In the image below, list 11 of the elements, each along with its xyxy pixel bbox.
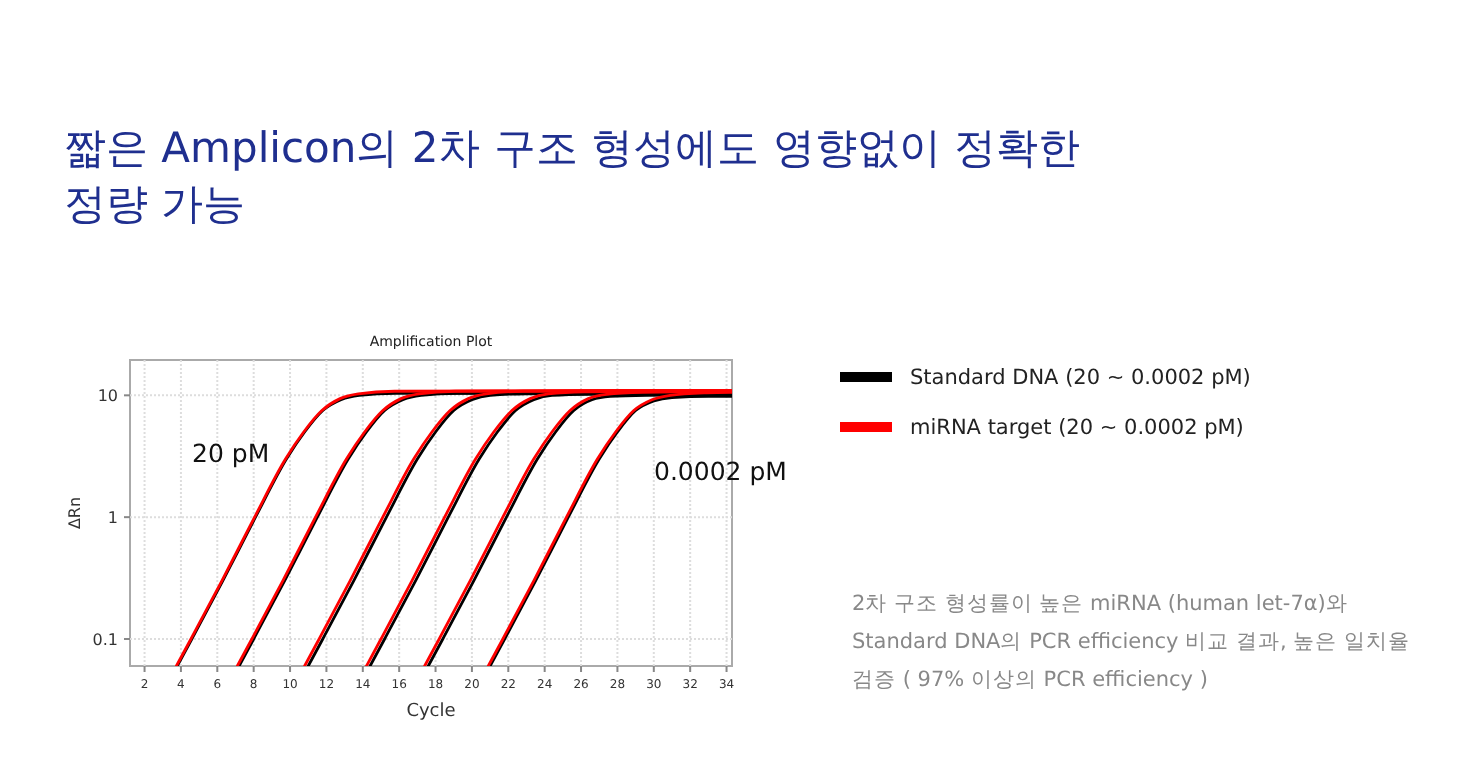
y-axis-title: ΔRn — [66, 496, 84, 530]
legend-label: miRNA target (20 ~ 0.0002 pM) — [910, 416, 1244, 440]
y-tick-label: 1 — [107, 509, 118, 528]
x-axis-title: Cycle — [406, 702, 457, 722]
legend-label: Standard DNA (20 ~ 0.0002 pM) — [910, 366, 1251, 390]
annotation: 0.0002 pM — [654, 456, 787, 486]
text: 2차 구조 형성률이 높은 miRNA (human let-7α)와 Standard DNA의 PCR efficiency 비교 결과, 높은 일치율 검증 ( 97% 이상의 PCR efficiency ) — [852, 592, 1410, 692]
annotation: 20 pM — [192, 438, 270, 468]
y-tick-label: 0.1 — [92, 630, 118, 649]
chart-title: 짧은 Amplicon의 2차 구조 형성에도 영향없이 정확한 정량 가능 — [64, 124, 1080, 228]
y-tick-label: 10 — [97, 387, 118, 406]
